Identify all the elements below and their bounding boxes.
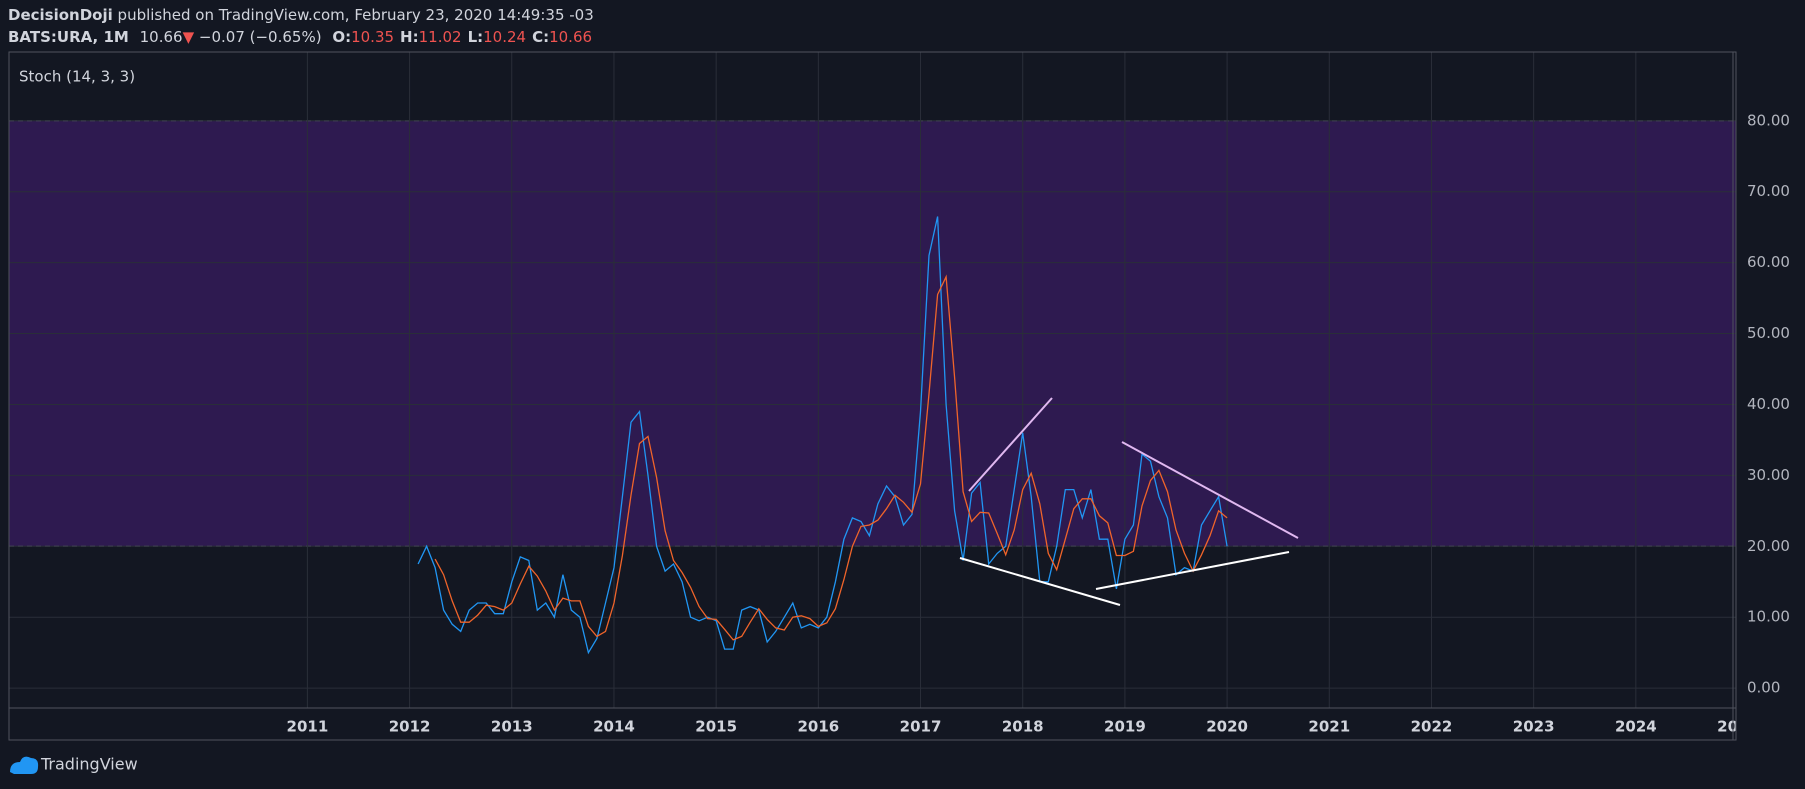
quote-line: BATS:URA, 1M 10.66▼ −0.07 (−0.65%) O:10.… [8,26,594,48]
x-tick-label: 2023 [1513,718,1555,736]
x-tick-label: 2013 [491,718,533,736]
y-tick-label: 70.00 [1747,182,1790,200]
arrow: ▼ [182,28,195,46]
indicator-title: Stoch (14, 3, 3) [19,68,135,86]
brand: TradingView [40,755,138,774]
plot-frame [8,51,1737,741]
y-tick-label: 40.00 [1747,395,1790,413]
publish-line: DecisionDoji published on TradingView.co… [8,4,594,26]
trend-line [959,557,1121,606]
x-tick-label: 2011 [287,718,329,736]
x-tick-label: 2014 [593,718,635,736]
trend-line [1095,551,1290,590]
y-tick-label: 10.00 [1747,608,1790,626]
trend-line [968,397,1053,492]
series-line [417,216,1228,655]
ohlc-label: L: [467,28,484,46]
ohlc-value: 10.35 [351,28,395,46]
author: DecisionDoji [8,6,113,24]
x-tick-label: 2024 [1615,718,1657,736]
ohlc-value: 10.24 [483,28,527,46]
x-tick-label: 2022 [1411,718,1453,736]
x-tick-label: 2025 [1717,718,1759,736]
ohlc-label: H: [400,28,419,46]
last: 10.66 [139,28,183,46]
x-tick-label: 2021 [1308,718,1350,736]
header: DecisionDoji published on TradingView.co… [8,4,594,48]
published: published on TradingView.com, February 2… [117,6,594,24]
y-tick-label: 80.00 [1747,111,1790,129]
change: −0.07 (−0.65%) [198,28,322,46]
symbol: BATS:URA, 1M [8,28,129,46]
ohlc-label: C: [532,28,550,46]
x-tick-label: 2012 [389,718,431,736]
drawings [959,397,1299,606]
y-tick-label: 20.00 [1747,537,1790,555]
x-tick-label: 2015 [695,718,737,736]
ohlc-value: 10.66 [549,28,593,46]
footer: TradingView [10,755,138,774]
x-tick-label: 2017 [900,718,942,736]
y-tick-label: 60.00 [1747,253,1790,271]
ohlc-value: 11.02 [418,28,462,46]
y-tick-label: 50.00 [1747,324,1790,342]
x-tick-label: 2016 [797,718,839,736]
y-tick-label: 0.00 [1747,679,1780,697]
ohlc-label: O: [332,28,352,46]
x-tick-label: 2020 [1206,718,1248,736]
logo [10,756,39,774]
y-tick-label: 30.00 [1747,466,1790,484]
series-line [434,274,1228,641]
x-tick-label: 2018 [1002,718,1044,736]
x-tick-label: 2019 [1104,718,1146,736]
trend-line [1121,441,1299,539]
